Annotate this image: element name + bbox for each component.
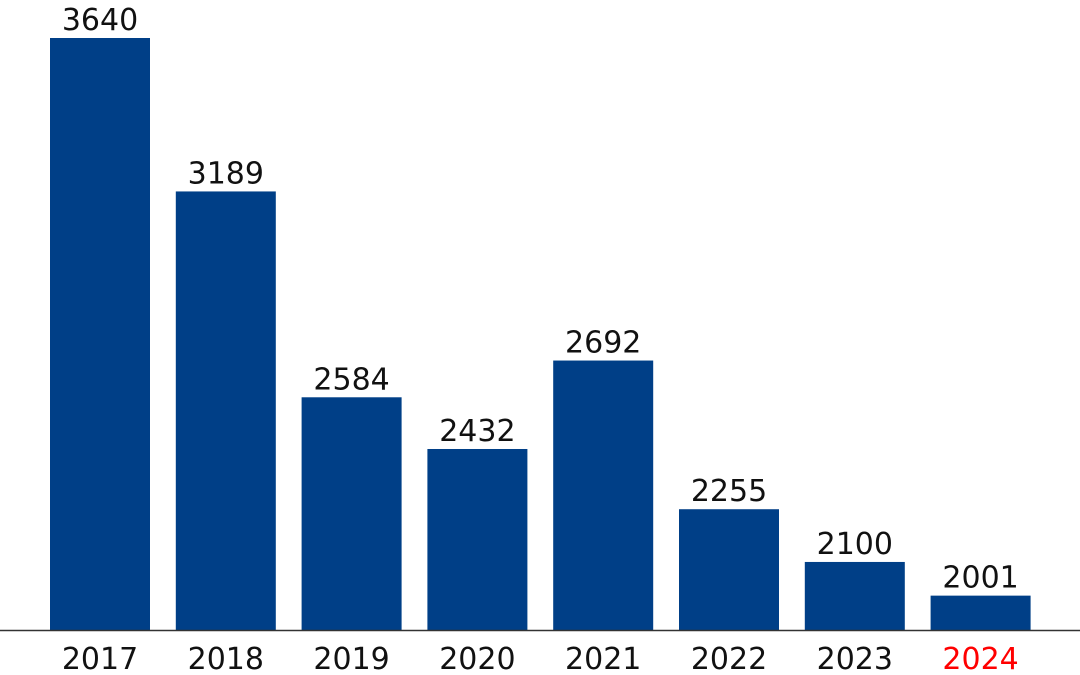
bar-2022 [679, 509, 779, 630]
bar-2020 [427, 448, 528, 630]
bar-value-label-2024: 2001 [942, 561, 1018, 596]
x-tick-label-2023: 2023 [817, 642, 893, 675]
bar-value-label-2023: 2100 [817, 527, 893, 562]
x-tick-label-2021: 2021 [565, 642, 641, 675]
bar-2021 [553, 360, 654, 630]
bar-2018 [175, 191, 276, 631]
bar-2019 [301, 397, 402, 630]
x-tick-label-2017: 2017 [62, 642, 138, 675]
bar-2023 [804, 561, 905, 630]
x-tick-label-2019: 2019 [313, 642, 389, 675]
bar-value-label-2022: 2255 [691, 474, 767, 509]
x-axis-tick-labels: 2017 2018 2019 2020 2021 2022 2023 2024 [62, 642, 1019, 675]
bar-2024 [930, 595, 1031, 630]
bar-value-label-2021: 2692 [565, 326, 641, 361]
x-tick-label-2018: 2018 [188, 642, 264, 675]
bars-group [50, 38, 1031, 631]
bar-value-labels: 3640 3189 2584 2432 2692 2255 2100 2001 [62, 3, 1019, 596]
x-tick-label-2024: 2024 [942, 642, 1018, 675]
bar-value-label-2018: 3189 [188, 156, 264, 191]
bar-2017 [50, 38, 150, 630]
bar-value-label-2020: 2432 [439, 414, 515, 449]
bar-value-label-2019: 2584 [313, 362, 389, 397]
x-tick-label-2022: 2022 [691, 642, 767, 675]
x-tick-label-2020: 2020 [439, 642, 515, 675]
bar-value-label-2017: 3640 [62, 3, 138, 38]
